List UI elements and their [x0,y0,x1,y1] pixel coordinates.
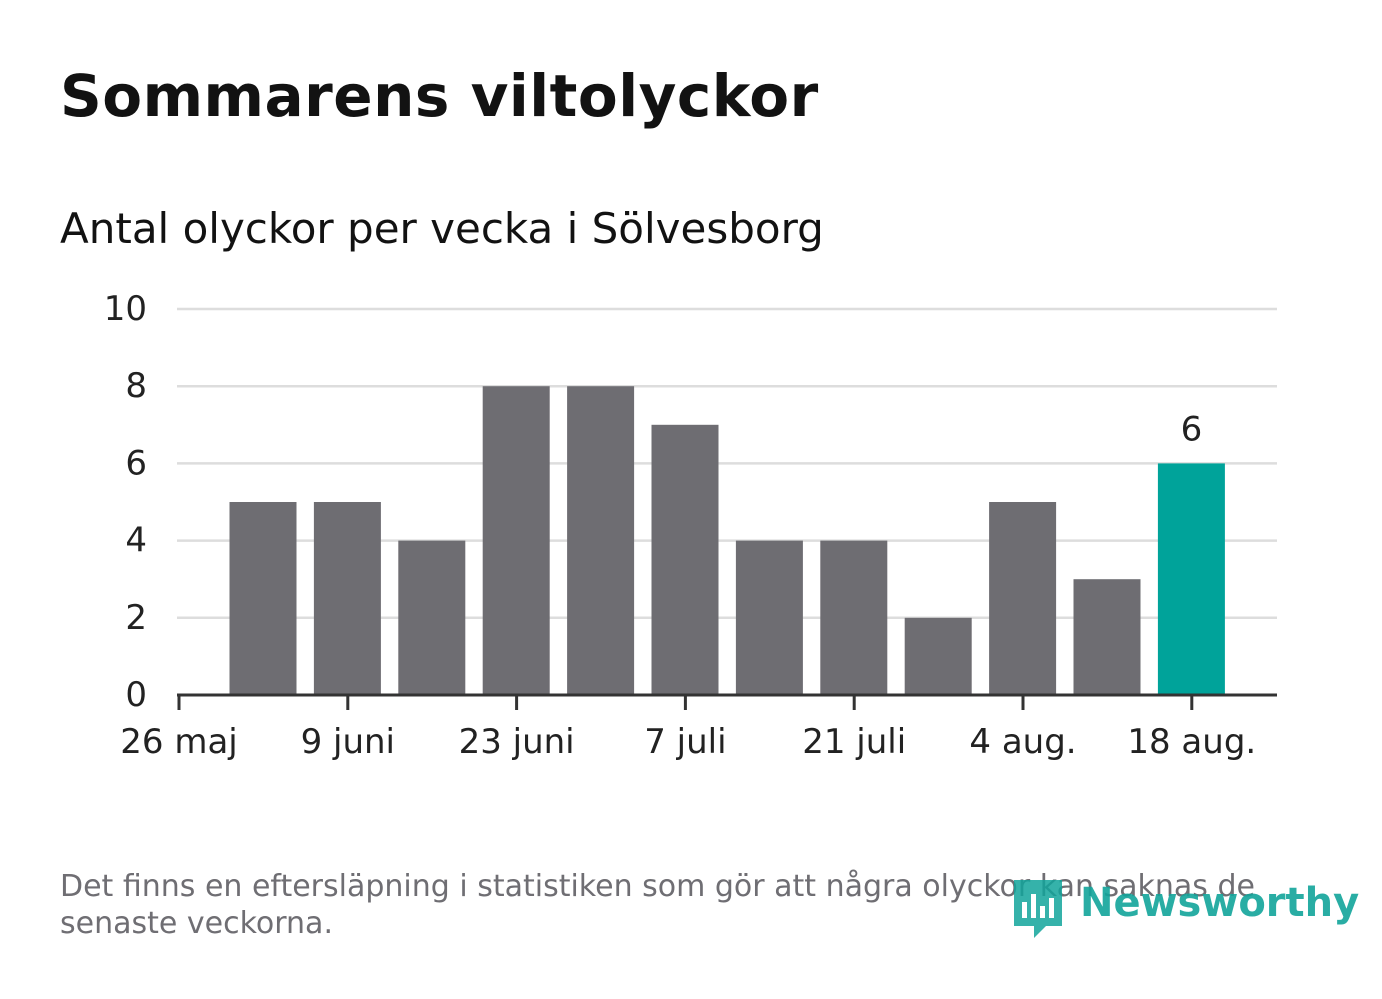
chart-title: Sommarens viltolyckor [60,62,819,130]
bars [229,386,1225,695]
y-axis-tick-labels: 0 2 4 6 8 10 [104,289,147,715]
chart-subtitle: Antal olyckor per vecka i Sölvesborg [60,204,824,253]
bar [820,540,888,695]
y-tick-label: 6 [125,443,147,483]
bar [398,540,466,695]
bar [904,617,972,695]
bar [1073,579,1141,695]
y-tick-label: 4 [125,521,147,561]
bar [735,540,803,695]
x-tick-label: 9 juni [301,722,395,762]
y-tick-label: 8 [125,366,147,406]
newsworthy-logo: Newsworthy [1010,874,1359,946]
x-axis-tick-labels: 26 maj 9 juni 23 juni 7 juli 21 juli 4 aug. 18… [120,722,1256,762]
x-tick-label: 26 maj [120,722,237,762]
bar [567,386,635,695]
data-labels: 6 [1181,409,1203,449]
bar [229,502,297,695]
y-tick-label: 10 [104,289,147,329]
bar [651,424,719,695]
newsworthy-logo-icon [1014,880,1062,938]
x-tick-label: 7 juli [644,722,726,762]
y-tick-label: 0 [125,675,147,715]
x-axis [177,693,1277,710]
x-tick-label: 21 juli [802,722,906,762]
bar [313,502,381,695]
y-tick-label: 2 [125,598,147,638]
data-label: 6 [1181,409,1203,449]
bar [482,386,550,695]
x-tick-label: 23 juni [459,722,575,762]
newsworthy-logo-text: Newsworthy [1080,880,1360,926]
bar-highlighted [1157,463,1225,695]
x-tick-label: 18 aug. [1127,722,1256,762]
bar [989,502,1057,695]
x-tick-label: 4 aug. [969,722,1076,762]
